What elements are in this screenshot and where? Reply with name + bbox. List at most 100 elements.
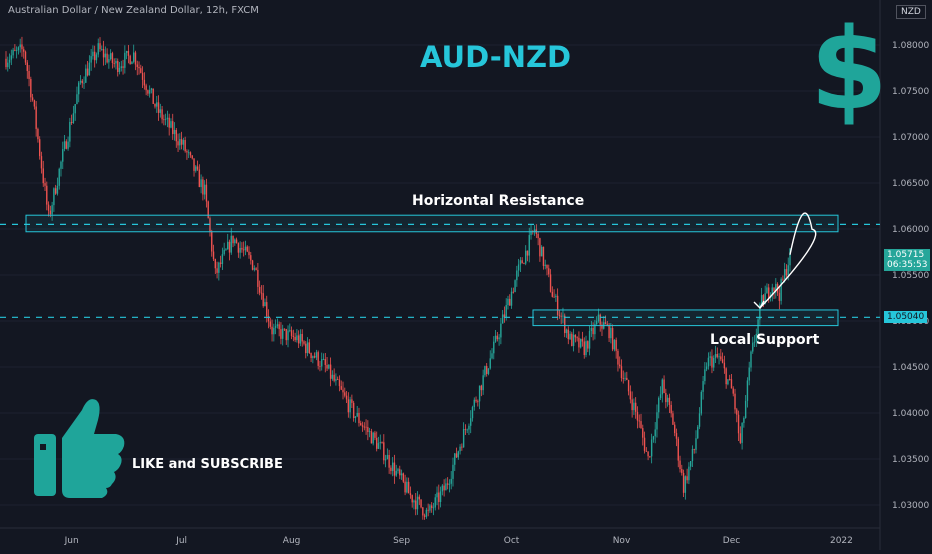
candle-body <box>702 381 704 392</box>
candle-body <box>24 51 27 63</box>
candle-body <box>145 85 147 91</box>
candle-body <box>686 476 688 481</box>
candle-body <box>223 249 225 255</box>
like-subscribe-text: LIKE and SUBSCRIBE <box>132 457 283 472</box>
candle-body <box>15 50 18 52</box>
candle-body <box>377 443 380 449</box>
candle-body <box>46 185 48 205</box>
candle-body <box>698 413 701 427</box>
candle-body <box>455 453 458 458</box>
candle-body <box>67 141 69 149</box>
candle-body <box>450 478 452 484</box>
candle-body <box>406 481 408 493</box>
candle-body <box>684 476 687 493</box>
candle-body <box>303 341 305 344</box>
candle-body <box>645 450 648 452</box>
candle-body <box>374 432 376 438</box>
candle-body <box>445 483 447 491</box>
candle-body <box>629 391 632 400</box>
candle-body <box>395 470 397 476</box>
candle-body <box>85 68 87 83</box>
candle-body <box>525 250 527 264</box>
candle-body <box>579 338 582 348</box>
candle-body <box>720 356 722 360</box>
candle-body <box>333 374 335 381</box>
candle-body <box>558 314 561 316</box>
candle-body <box>787 265 789 276</box>
candle-body <box>454 453 456 465</box>
candle-body <box>308 342 311 353</box>
candle-body <box>260 292 263 294</box>
candle-body <box>193 158 195 171</box>
candle-body <box>649 456 651 458</box>
candle-body <box>5 58 7 68</box>
y-tick-label: 1.03000 <box>892 501 929 511</box>
candle-body <box>154 103 156 107</box>
candle-body <box>487 368 490 374</box>
candle-body <box>491 353 493 359</box>
candle-body <box>218 262 220 273</box>
candle-body <box>384 459 387 461</box>
candle-body <box>441 485 444 492</box>
candle-body <box>203 184 206 195</box>
y-tick-label: 1.04000 <box>892 409 929 419</box>
candle-body <box>516 270 518 281</box>
candle-body <box>106 53 108 63</box>
candle-body <box>83 82 85 84</box>
candle-body <box>736 409 738 415</box>
x-tick-label: Aug <box>283 536 301 546</box>
candle-body <box>35 106 37 129</box>
candle-body <box>65 141 68 149</box>
candle-body <box>400 473 403 476</box>
candle-body <box>255 268 257 270</box>
candle-body <box>258 286 261 293</box>
candle-body <box>597 314 600 322</box>
candle-body <box>457 451 460 458</box>
candle-body <box>347 399 350 413</box>
candle-body <box>230 235 232 253</box>
candle-body <box>569 333 571 340</box>
candle-body <box>388 454 390 468</box>
candle-body <box>459 446 461 452</box>
candle-body <box>187 152 190 154</box>
candle-body <box>143 79 146 86</box>
candle-body <box>446 483 449 485</box>
candle-body <box>585 341 587 356</box>
candle-body <box>58 168 60 186</box>
candle-body <box>164 118 167 120</box>
candle-body <box>117 60 119 72</box>
y-tick-label: 1.08000 <box>892 41 929 51</box>
y-tick-label: 1.04500 <box>892 363 929 373</box>
candle-body <box>216 268 218 273</box>
candle-body <box>714 354 717 358</box>
candle-body <box>743 417 745 423</box>
candle-body <box>365 426 367 428</box>
candle-body <box>746 380 749 401</box>
candle-body <box>675 433 678 439</box>
candle-body <box>737 414 740 434</box>
candle-body <box>544 264 546 266</box>
candle-body <box>54 188 57 194</box>
candle-body <box>493 341 495 354</box>
candle-body <box>503 314 506 318</box>
candle-body <box>8 59 11 63</box>
candle-body <box>51 205 53 215</box>
candle-body <box>517 264 520 271</box>
candle-body <box>102 48 105 58</box>
candle-body <box>567 329 569 340</box>
candle-body <box>271 326 273 335</box>
currency-badge[interactable]: NZD <box>896 5 926 19</box>
symbol-header: Australian Dollar / New Zealand Dollar, … <box>8 5 259 16</box>
candle-body <box>704 369 706 382</box>
candle-body <box>627 380 630 392</box>
candle-body <box>663 379 665 393</box>
candle-body <box>775 283 777 291</box>
x-tick-label: Nov <box>613 536 631 546</box>
candle-body <box>613 339 616 350</box>
candle-body <box>484 366 486 376</box>
candle-body <box>317 352 319 366</box>
candle-body <box>693 449 695 450</box>
candle-body <box>180 139 183 145</box>
candle-body <box>299 333 302 344</box>
